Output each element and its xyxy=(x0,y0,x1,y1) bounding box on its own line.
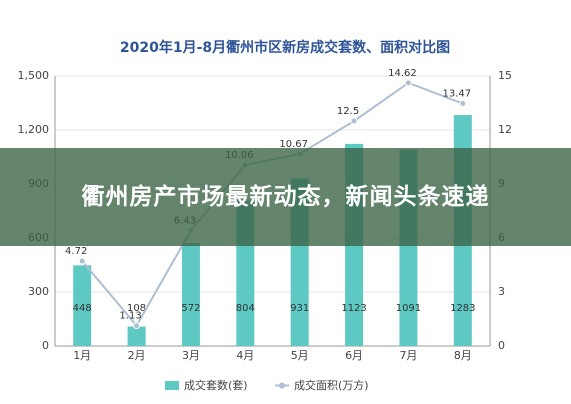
line-point xyxy=(459,100,467,108)
line-value-label: 4.72 xyxy=(65,246,87,257)
x-tick-label: 8月 xyxy=(454,349,472,362)
bar xyxy=(73,265,92,346)
y-tick-label: 0 xyxy=(42,339,49,352)
line-value-label: 12.5 xyxy=(337,106,359,117)
bar-value-label: 804 xyxy=(236,303,255,314)
line-point xyxy=(350,117,358,125)
bar-value-label: 448 xyxy=(73,303,92,314)
bar-value-label: 572 xyxy=(181,303,200,314)
x-tick-label: 3月 xyxy=(182,349,200,362)
line-point xyxy=(78,257,86,265)
line-value-label: 1.13 xyxy=(119,311,141,322)
legend-swatch xyxy=(279,382,285,389)
bar-value-label: 1283 xyxy=(450,303,475,314)
x-tick-label: 6月 xyxy=(345,349,363,362)
y-tick-label: 300 xyxy=(28,285,49,298)
legend-label: 成交面积(万方) xyxy=(294,378,369,392)
line-value-label: 10.67 xyxy=(279,139,308,150)
bar-value-label: 108 xyxy=(127,303,146,314)
x-tick-label: 2月 xyxy=(128,349,146,362)
y2-tick-label: 12 xyxy=(498,123,512,136)
legend-label: 成交套数(套) xyxy=(184,378,248,392)
x-tick-label: 5月 xyxy=(291,349,309,362)
headline: 衢州房产市场最新动态，新闻头条速递 xyxy=(81,184,490,210)
bar xyxy=(127,326,146,346)
line-value-label: 14.62 xyxy=(388,68,417,79)
line-point xyxy=(133,322,141,330)
x-tick-label: 7月 xyxy=(399,349,417,362)
y2-tick-label: 3 xyxy=(498,285,505,298)
y2-tick-label: 0 xyxy=(498,339,505,352)
chart-title: 2020年1月-8月衢州市区新房成交套数、面积对比图 xyxy=(120,39,450,56)
bar-value-label: 1091 xyxy=(396,303,421,314)
legend-swatch xyxy=(165,381,179,390)
line-value-label: 13.47 xyxy=(442,89,471,100)
line-point xyxy=(404,79,412,87)
y-tick-label: 1,200 xyxy=(18,123,50,136)
bar-value-label: 931 xyxy=(290,303,309,314)
bar-value-label: 1123 xyxy=(341,303,366,314)
y2-tick-label: 15 xyxy=(498,69,512,82)
x-tick-label: 4月 xyxy=(236,349,254,362)
banner: 衢州房产市场最新动态，新闻头条速递 xyxy=(0,148,571,246)
x-tick-label: 1月 xyxy=(73,349,91,362)
bar xyxy=(181,243,200,346)
y-tick-label: 1,500 xyxy=(18,69,50,82)
